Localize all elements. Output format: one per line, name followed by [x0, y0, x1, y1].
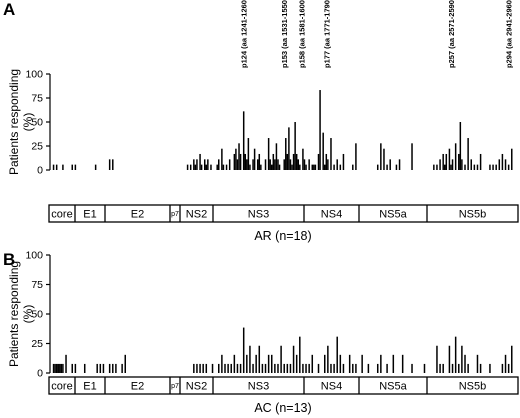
- panel-a-region-p7: p7: [171, 211, 179, 218]
- panel-a-peptide-annotation: p158 (aa 1581-1600): [298, 0, 307, 68]
- panel-b-genome-map: core E1 E2 p7 NS2 NS3 NS4 NS5a NS5b: [48, 376, 519, 395]
- panel-a-peptide-annotation: p124 (aa 1241-1260): [240, 0, 249, 68]
- panel-a-region-ns5b: NS5b: [459, 209, 487, 221]
- panel-a-y-tick-label: 50: [31, 117, 43, 129]
- panel-a-bars: [52, 90, 513, 170]
- panel-a-genome-frame: [48, 204, 519, 223]
- panel-b-bars: [52, 327, 513, 373]
- panel-a-y-tick-label: 100: [25, 69, 43, 81]
- panel-a: A Patients responding(%) 0 25 50 75 100 p124…: [3, 0, 519, 243]
- panel-a-caption: AR (n=18): [254, 229, 311, 243]
- panel-a-region-ns2: NS2: [186, 209, 207, 221]
- panel-a-region-ns4: NS4: [321, 209, 342, 221]
- panel-a-genome-map: core E1 E2 p7 NS2 NS3 NS4 NS5a NS5b: [48, 204, 519, 223]
- panel-b-y-axis-title: Patients responding(%): [7, 261, 35, 367]
- panel-b-region-ns4: NS4: [321, 381, 342, 393]
- panel-b-y-tick-label: 0: [37, 368, 43, 380]
- panel-a-peptide-annotation: p177 (aa 1771-1790): [322, 0, 331, 68]
- panel-b-region-p7: p7: [171, 383, 179, 390]
- panel-a-y-tick-label: 75: [31, 93, 43, 105]
- panel-b-y-tick-label: 100: [25, 250, 43, 262]
- panel-b-region-ns5b: NS5b: [459, 381, 487, 393]
- panel-a-y-tick-label: 25: [31, 141, 43, 153]
- panel-a-region-core: core: [51, 209, 72, 221]
- panel-b-y-tick-label: 50: [31, 309, 43, 321]
- panel-a-region-e2: E2: [131, 209, 144, 221]
- panel-b: B Patients responding(%) 0 25 50 75 100 core…: [3, 250, 519, 415]
- panel-a-region-ns3: NS3: [248, 209, 269, 221]
- panel-a-letter: A: [3, 0, 15, 19]
- panel-a-peptide-annotation: p257 (aa 2571-2590): [447, 0, 456, 68]
- panel-a-y-axis-label: Patients responding(%): [7, 69, 35, 175]
- panel-b-y-tick-label: 75: [31, 279, 43, 291]
- panel-b-caption: AC (n=13): [254, 401, 311, 415]
- panel-a-region-e1: E1: [83, 209, 96, 221]
- panel-b-y-axis-label: Patients responding(%): [7, 261, 35, 367]
- panel-b-genome-frame: [48, 376, 519, 395]
- panel-b-region-ns5a: NS5a: [379, 381, 407, 393]
- panel-b-region-ns3: NS3: [248, 381, 269, 393]
- panel-b-region-e2: E2: [131, 381, 144, 393]
- panel-a-region-ns5a: NS5a: [379, 209, 407, 221]
- panel-b-region-core: core: [51, 381, 72, 393]
- panel-b-region-ns2: NS2: [186, 381, 207, 393]
- panel-a-y-axis: 0 25 50 75 100: [25, 69, 51, 177]
- panel-a-peptide-annotation: p153 (aa 1531-1550): [280, 0, 289, 68]
- panel-b-y-axis: 0 25 50 75 100: [25, 250, 51, 380]
- panel-b-region-e1: E1: [83, 381, 96, 393]
- panel-b-letter: B: [3, 250, 15, 269]
- panel-a-peptide-annotation: p294 (aa 2941-2960): [505, 0, 514, 68]
- panel-a-y-tick-label: 0: [37, 165, 43, 177]
- panel-a-y-axis-title: Patients responding(%): [7, 69, 35, 175]
- panel-b-y-tick-label: 25: [31, 338, 43, 350]
- panel-a-annotations: p124 (aa 1241-1260) p153 (aa 1531-1550) p1…: [240, 0, 514, 68]
